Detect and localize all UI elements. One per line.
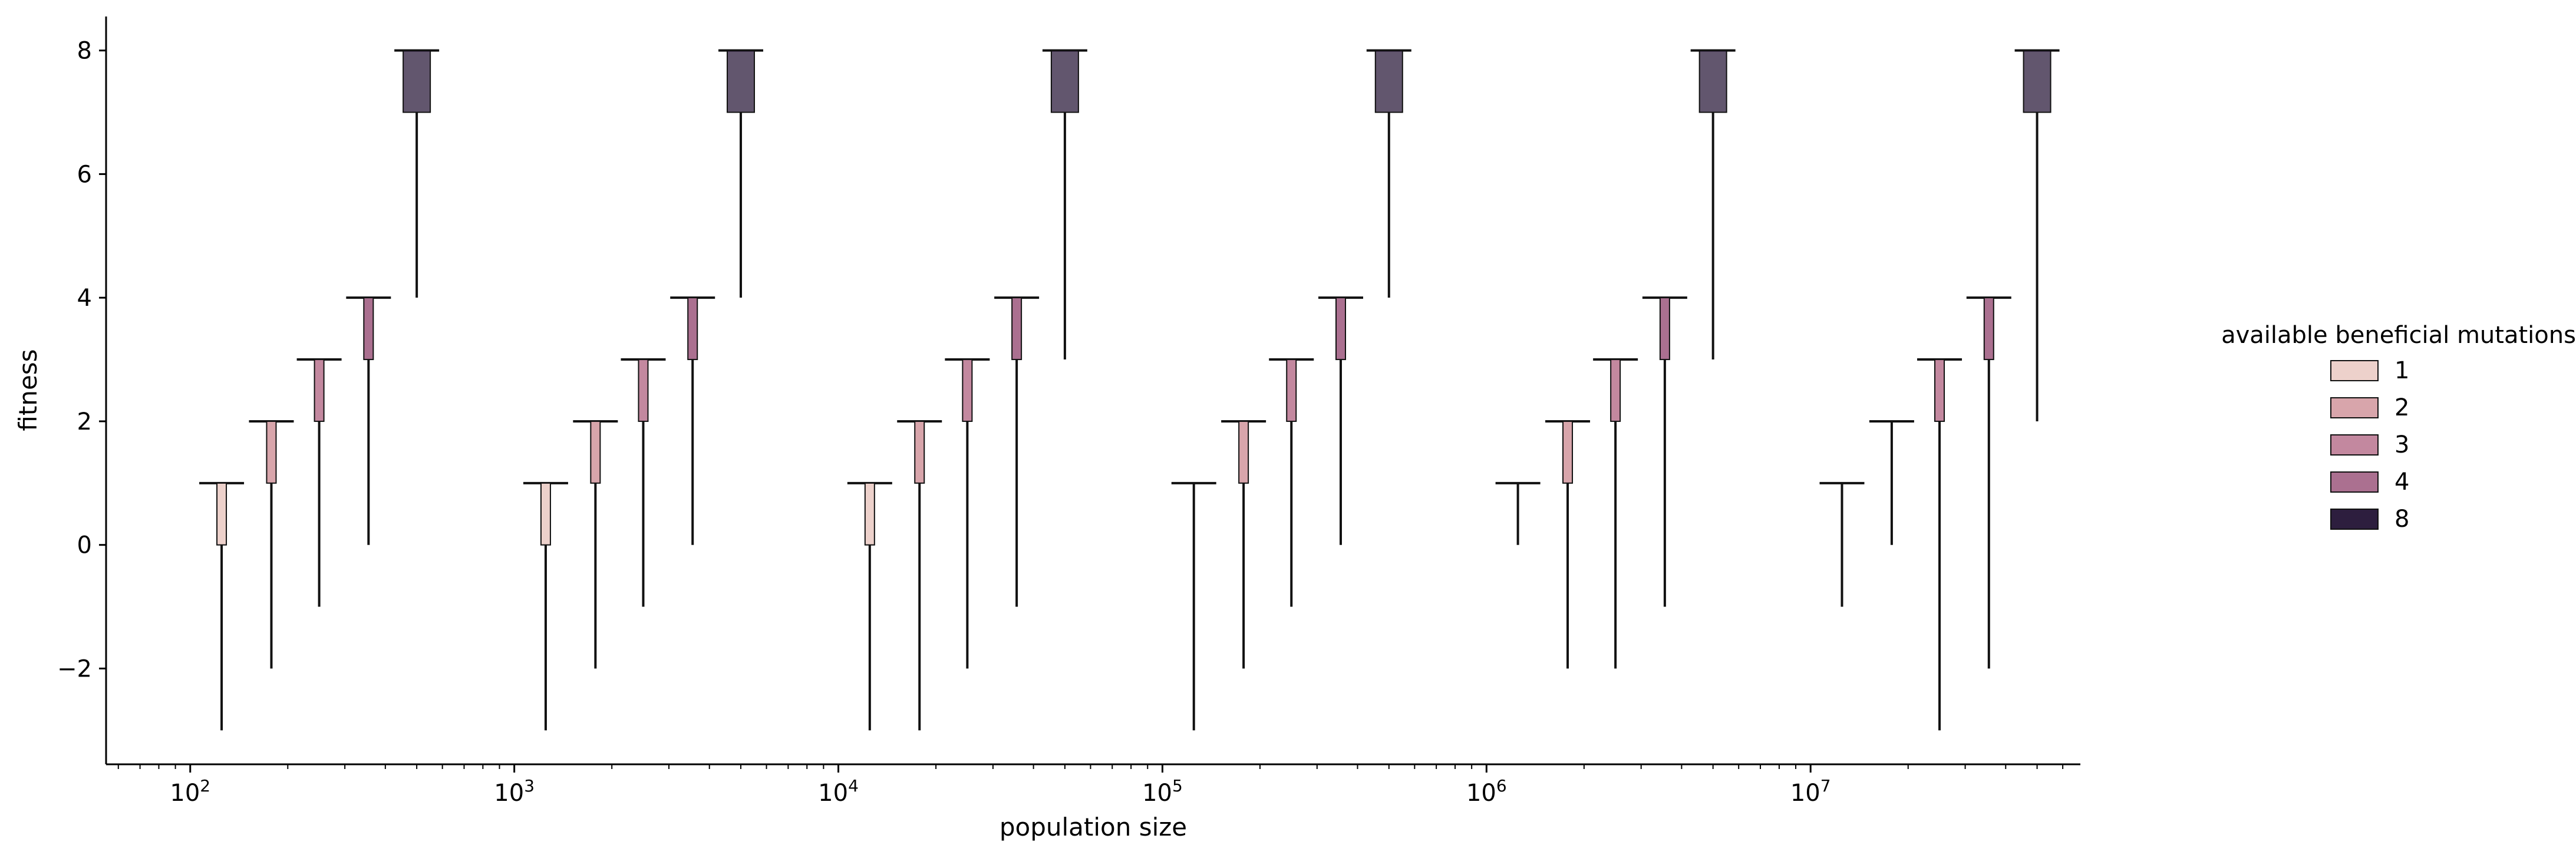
x-tick-label: 107	[1790, 776, 1831, 807]
box-body-8-1	[727, 50, 756, 113]
box-1-0	[199, 481, 245, 731]
box-1-2	[847, 481, 892, 731]
box-4-1	[670, 296, 715, 545]
box-4-0	[346, 296, 391, 545]
y-tick-label: 4	[77, 285, 92, 312]
box-body-3-1	[638, 359, 649, 422]
box-2-4	[1545, 420, 1591, 669]
legend-swatch-1	[2330, 360, 2379, 381]
box-body-3-5	[1934, 359, 1945, 422]
box-2-3	[1221, 420, 1266, 669]
box-1-3	[1171, 481, 1216, 731]
box-8-4	[1690, 49, 1736, 360]
x-tick-label: 106	[1466, 776, 1507, 807]
legend-label-8: 8	[2394, 506, 2409, 533]
box-body-3-4	[1610, 359, 1621, 422]
x-axis-label: population size	[1000, 813, 1187, 842]
y-axis-label: fitness	[14, 349, 42, 431]
box-4-3	[1318, 296, 1364, 545]
box-body-8-0	[403, 50, 431, 113]
box-body-1-0	[216, 482, 227, 546]
box-body-8-5	[2023, 50, 2051, 113]
box-1-1	[523, 481, 568, 731]
box-3-1	[621, 358, 666, 607]
legend: available beneficial mutations 1 2 3 4 8	[2221, 322, 2576, 533]
box-body-2-1	[590, 420, 601, 484]
box-body-1-1	[540, 482, 551, 546]
legend-swatch-8	[2330, 509, 2379, 530]
box-body-4-3	[1335, 297, 1347, 361]
legend-label-4: 4	[2394, 468, 2409, 496]
legend-entries: 1 2 3 4 8	[2330, 357, 2409, 533]
x-tick-label: 105	[1142, 776, 1183, 807]
box-8-0	[394, 49, 440, 298]
legend-title: available beneficial mutations	[2221, 322, 2576, 349]
y-tick-label: 6	[77, 161, 92, 188]
x-tick-label: 102	[170, 776, 210, 807]
box-body-4-2	[1011, 297, 1023, 361]
box-body-8-2	[1050, 50, 1079, 113]
box-body-3-3	[1286, 359, 1297, 422]
box-body-2-4	[1562, 420, 1574, 484]
legend-label-2: 2	[2394, 394, 2409, 421]
plot-area: −2 0 2 4 6 8 102 103 104 105 106 107	[57, 16, 2080, 807]
box-body-8-3	[1374, 50, 1403, 113]
legend-swatch-4	[2330, 471, 2379, 493]
box-3-2	[945, 358, 990, 669]
box-body-2-2	[914, 420, 925, 484]
box-body-4-1	[687, 297, 698, 361]
box-body-4-0	[363, 297, 374, 361]
legend-label-1: 1	[2394, 357, 2409, 384]
box-body-3-2	[962, 359, 973, 422]
box-body-4-5	[1983, 297, 1994, 361]
legend-swatch-3	[2330, 434, 2379, 456]
box-3-0	[296, 358, 342, 607]
box-body-2-0	[266, 420, 277, 484]
box-3-4	[1593, 358, 1638, 669]
x-tick-label: 103	[494, 776, 535, 807]
y-tick-label: 0	[77, 532, 92, 559]
box-2-1	[573, 420, 618, 669]
y-tick-label: −2	[57, 655, 92, 682]
box-4-5	[1966, 296, 2011, 669]
box-2-0	[249, 420, 294, 669]
box-body-3-0	[314, 359, 325, 422]
box-8-1	[718, 49, 764, 298]
legend-label-3: 3	[2394, 431, 2409, 458]
x-axis-ticks: 102 103 104 105 106 107	[117, 764, 2064, 807]
box-8-5	[2014, 49, 2060, 421]
boxes-layer	[199, 49, 2060, 731]
box-body-4-4	[1659, 297, 1670, 361]
box-2-2	[897, 420, 942, 731]
box-3-3	[1269, 358, 1314, 607]
box-1-4	[1495, 481, 1541, 545]
legend-swatch-2	[2330, 397, 2379, 418]
box-3-5	[1917, 358, 1962, 731]
box-body-2-3	[1238, 420, 1249, 484]
box-1-5	[1819, 481, 1865, 607]
box-4-2	[994, 296, 1040, 607]
y-tick-label: 2	[77, 408, 92, 435]
box-8-2	[1042, 49, 1087, 360]
y-axis-ticks: −2 0 2 4 6 8	[57, 38, 106, 682]
box-4-4	[1642, 296, 1687, 607]
x-tick-label: 104	[818, 776, 859, 807]
box-body-8-4	[1698, 50, 1727, 113]
box-8-3	[1366, 49, 1411, 298]
y-tick-label: 8	[77, 38, 92, 65]
box-body-1-2	[864, 482, 875, 546]
box-2-5	[1869, 420, 1914, 545]
